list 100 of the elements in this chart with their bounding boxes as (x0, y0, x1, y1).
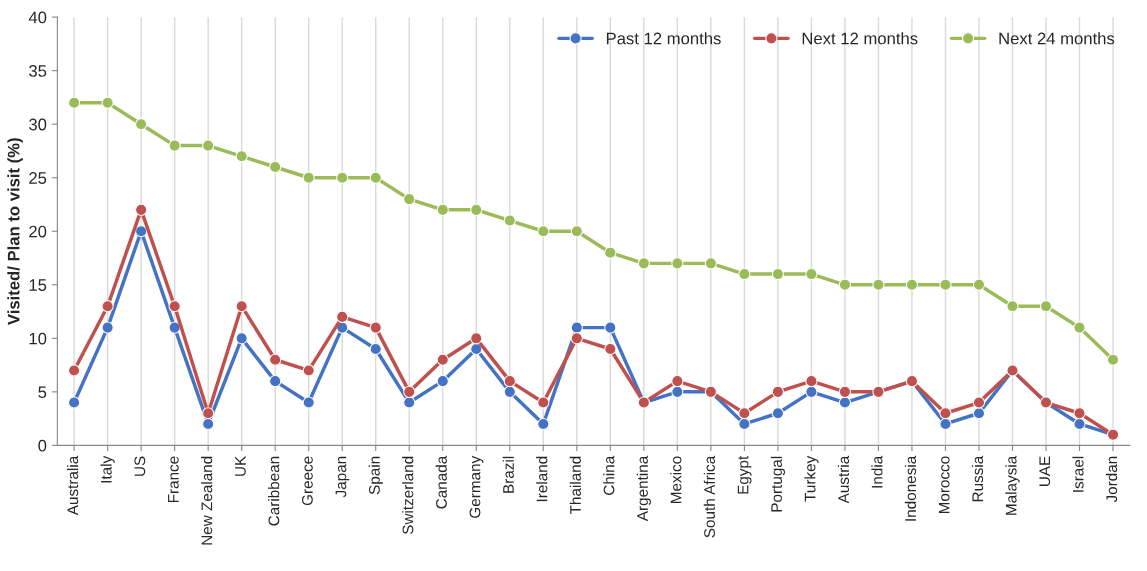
point (235, 300, 248, 313)
x-tick-label: Mexico (670, 456, 682, 503)
point (302, 396, 315, 409)
x-tick-label: Greece (301, 456, 313, 506)
point (939, 278, 952, 291)
x-tick-label: Japan (335, 456, 350, 498)
point (135, 118, 148, 131)
x-tick-label: Morocco (938, 456, 950, 514)
point (1006, 300, 1019, 313)
point (470, 332, 483, 345)
point (972, 407, 986, 420)
point (269, 375, 282, 388)
point (168, 321, 181, 334)
point (269, 353, 282, 366)
point (570, 321, 583, 334)
y-tick-label: 25 (29, 172, 47, 184)
x-tick-label: UK (235, 455, 246, 476)
point (738, 268, 751, 281)
y-tick-label: 30 (29, 118, 47, 131)
point (838, 278, 851, 291)
point (135, 203, 148, 216)
point (369, 342, 382, 356)
legend-label: Next 24 months (999, 32, 1115, 45)
x-tick-label: Egypt (737, 455, 752, 494)
point (972, 278, 986, 291)
point (403, 385, 416, 398)
y-tick-label: 35 (29, 65, 47, 77)
y-axis-title: Visited/ Plan to visit (%) (7, 138, 23, 325)
x-tick-label: France (168, 456, 179, 503)
x-tick-label: Canada (435, 455, 447, 509)
point (135, 225, 148, 238)
point (604, 321, 617, 334)
point (738, 407, 751, 420)
x-tick-label: Australia (66, 455, 79, 516)
x-tick-label: Austria (837, 455, 850, 504)
x-tick-label: UAE (1039, 456, 1051, 487)
point (436, 375, 449, 388)
point (168, 139, 181, 152)
point (436, 203, 449, 216)
y-tick-label: 10 (29, 332, 47, 345)
x-tick-label: Jordan (1105, 456, 1118, 503)
point (235, 150, 248, 163)
point (537, 417, 550, 431)
point (269, 160, 282, 174)
point (771, 385, 784, 398)
point (838, 396, 851, 409)
point (671, 375, 684, 388)
point (336, 310, 349, 323)
point (302, 364, 315, 377)
point (1039, 300, 1053, 313)
point (68, 364, 81, 377)
point (235, 332, 248, 345)
point (905, 278, 919, 291)
x-tick-label: Turkey (804, 455, 819, 502)
point (168, 300, 181, 313)
y-tick-label: 5 (38, 386, 47, 399)
point (570, 225, 583, 238)
point (604, 246, 617, 259)
x-tick-label: Ireland (536, 456, 548, 502)
x-tick-label: Brazil (502, 456, 514, 493)
point (503, 214, 516, 227)
point (470, 342, 483, 356)
point (101, 300, 114, 313)
x-tick-label: Spain (368, 456, 383, 495)
x-tick-label: New Zealand (201, 456, 213, 545)
y-tick-label: 20 (29, 225, 47, 238)
point (470, 203, 483, 216)
legend-label: Next 12 months (802, 32, 918, 45)
point (503, 375, 516, 388)
point (369, 321, 382, 334)
point (68, 396, 81, 409)
point (537, 225, 550, 238)
point (637, 257, 650, 270)
point (537, 396, 550, 409)
x-tick-label: Indonesia (904, 455, 917, 521)
point (805, 268, 818, 281)
point (436, 353, 449, 366)
x-tick-label: Thailand (569, 456, 581, 515)
point (101, 321, 114, 334)
point (838, 385, 851, 398)
point (1106, 353, 1120, 366)
x-tick-label: US (134, 456, 146, 476)
point (570, 332, 583, 345)
point (738, 417, 751, 431)
point (972, 396, 986, 409)
point (202, 417, 215, 431)
point (302, 171, 315, 184)
point (1073, 407, 1086, 420)
x-tick-label: Germany (469, 455, 484, 518)
legend-label: Past 12 months (606, 32, 721, 45)
point (1073, 417, 1086, 431)
y-tick-label: 0 (38, 439, 47, 452)
x-tick-label: India (871, 455, 883, 488)
x-tick-label: Argentina (636, 455, 651, 522)
point (704, 257, 717, 270)
point (771, 407, 784, 420)
x-tick-label: Malaysia (1005, 455, 1020, 515)
point (939, 417, 952, 431)
y-tick-label: 40 (28, 11, 47, 24)
x-tick-label: Russia (971, 455, 984, 502)
